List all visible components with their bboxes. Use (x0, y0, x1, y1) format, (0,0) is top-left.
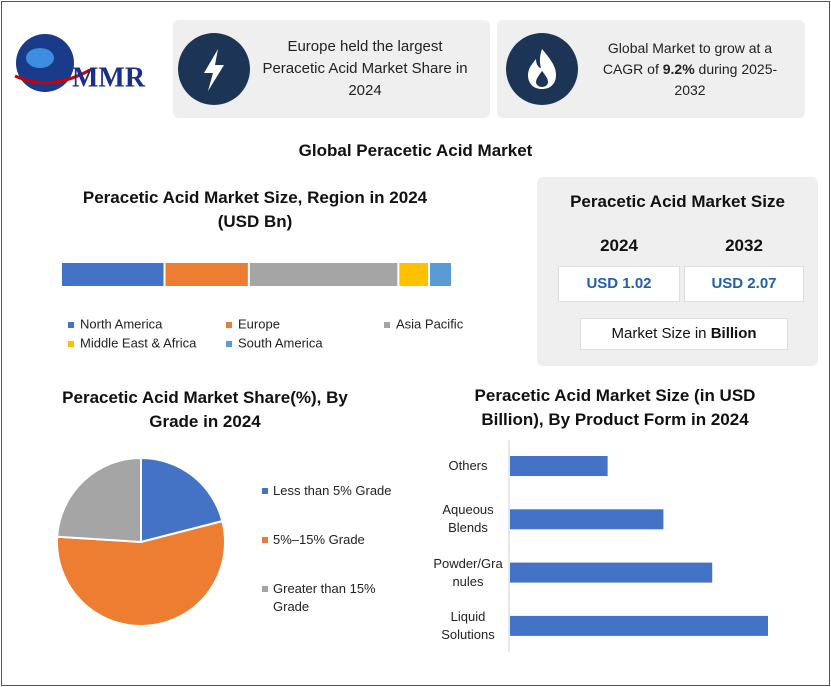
bar (510, 509, 664, 530)
card-text: during 2025-2032 (674, 61, 778, 98)
legend-swatch (384, 322, 390, 328)
pie-slice (56, 519, 226, 627)
bar-segment (399, 263, 428, 286)
year: 2032 (725, 236, 763, 255)
icon (178, 33, 250, 105)
y-tick-label: Aqueous Blends (442, 502, 494, 536)
legend-swatch (68, 322, 74, 328)
swoosh (14, 68, 91, 85)
legend-swatch (262, 586, 268, 592)
bar-segment (165, 263, 248, 286)
note-text: Market Size in (611, 325, 711, 342)
panel-title: Peracetic Acid Market Size (570, 192, 785, 211)
bar (510, 615, 768, 636)
size-value: USD 1.02 (558, 266, 680, 302)
chart-title: Peracetic Acid Market Size, Region in 20… (82, 188, 428, 231)
card-highlight: 9.2% (662, 61, 695, 77)
card-text: Global Market to grow at a CAGR of (602, 40, 773, 77)
legend-label: Europe (238, 316, 280, 331)
size-note: Market Size in Billion (580, 318, 788, 350)
legend-label: Asia Pacific (396, 316, 464, 331)
y-tick-label: Others (448, 458, 488, 473)
legend-swatch (68, 341, 74, 347)
legend-label: South America (238, 335, 323, 350)
bar-segment (430, 263, 451, 286)
card-text: Europe held the largest Peracetic Acid M… (262, 38, 468, 99)
bar-segment (62, 263, 164, 286)
size-value: USD 2.07 (684, 266, 804, 302)
legend-label: 5%–15% Grade (273, 532, 365, 547)
legend-swatch (226, 322, 232, 328)
legend-swatch (262, 537, 268, 543)
card-text: Global Market to grow at a CAGR of 9.2% … (590, 38, 790, 101)
globe-land (26, 48, 54, 68)
note-unit: Billion (710, 325, 757, 342)
y-tick-label: Powder/Granules (433, 555, 503, 589)
year: 2024 (600, 236, 638, 255)
main-title: Global Peracetic Acid Market (298, 141, 533, 160)
legend-label: Middle East & Africa (80, 335, 197, 350)
icon (506, 33, 578, 105)
logo: MMR (14, 34, 146, 93)
legend-swatch (226, 341, 232, 347)
logo-text: MMR (72, 62, 146, 93)
card-text: Europe held the largest Peracetic Acid M… (255, 36, 475, 102)
y-tick-label: Liquid Solutions (441, 608, 495, 642)
legend-swatch (262, 488, 268, 494)
chart-title: Peracetic Acid Market Share(%), By Grade… (62, 388, 348, 431)
legend-label: North America (80, 316, 163, 331)
pie-slice (140, 456, 224, 544)
bar (510, 456, 608, 476)
chart-title: Peracetic Acid Market Size (in USD Billi… (474, 386, 756, 429)
pie-slice (56, 456, 142, 544)
bar (510, 562, 713, 583)
legend-label: Greater than 15% Grade (273, 581, 376, 614)
legend-label: Less than 5% Grade (273, 483, 392, 498)
bar-segment (249, 263, 398, 286)
